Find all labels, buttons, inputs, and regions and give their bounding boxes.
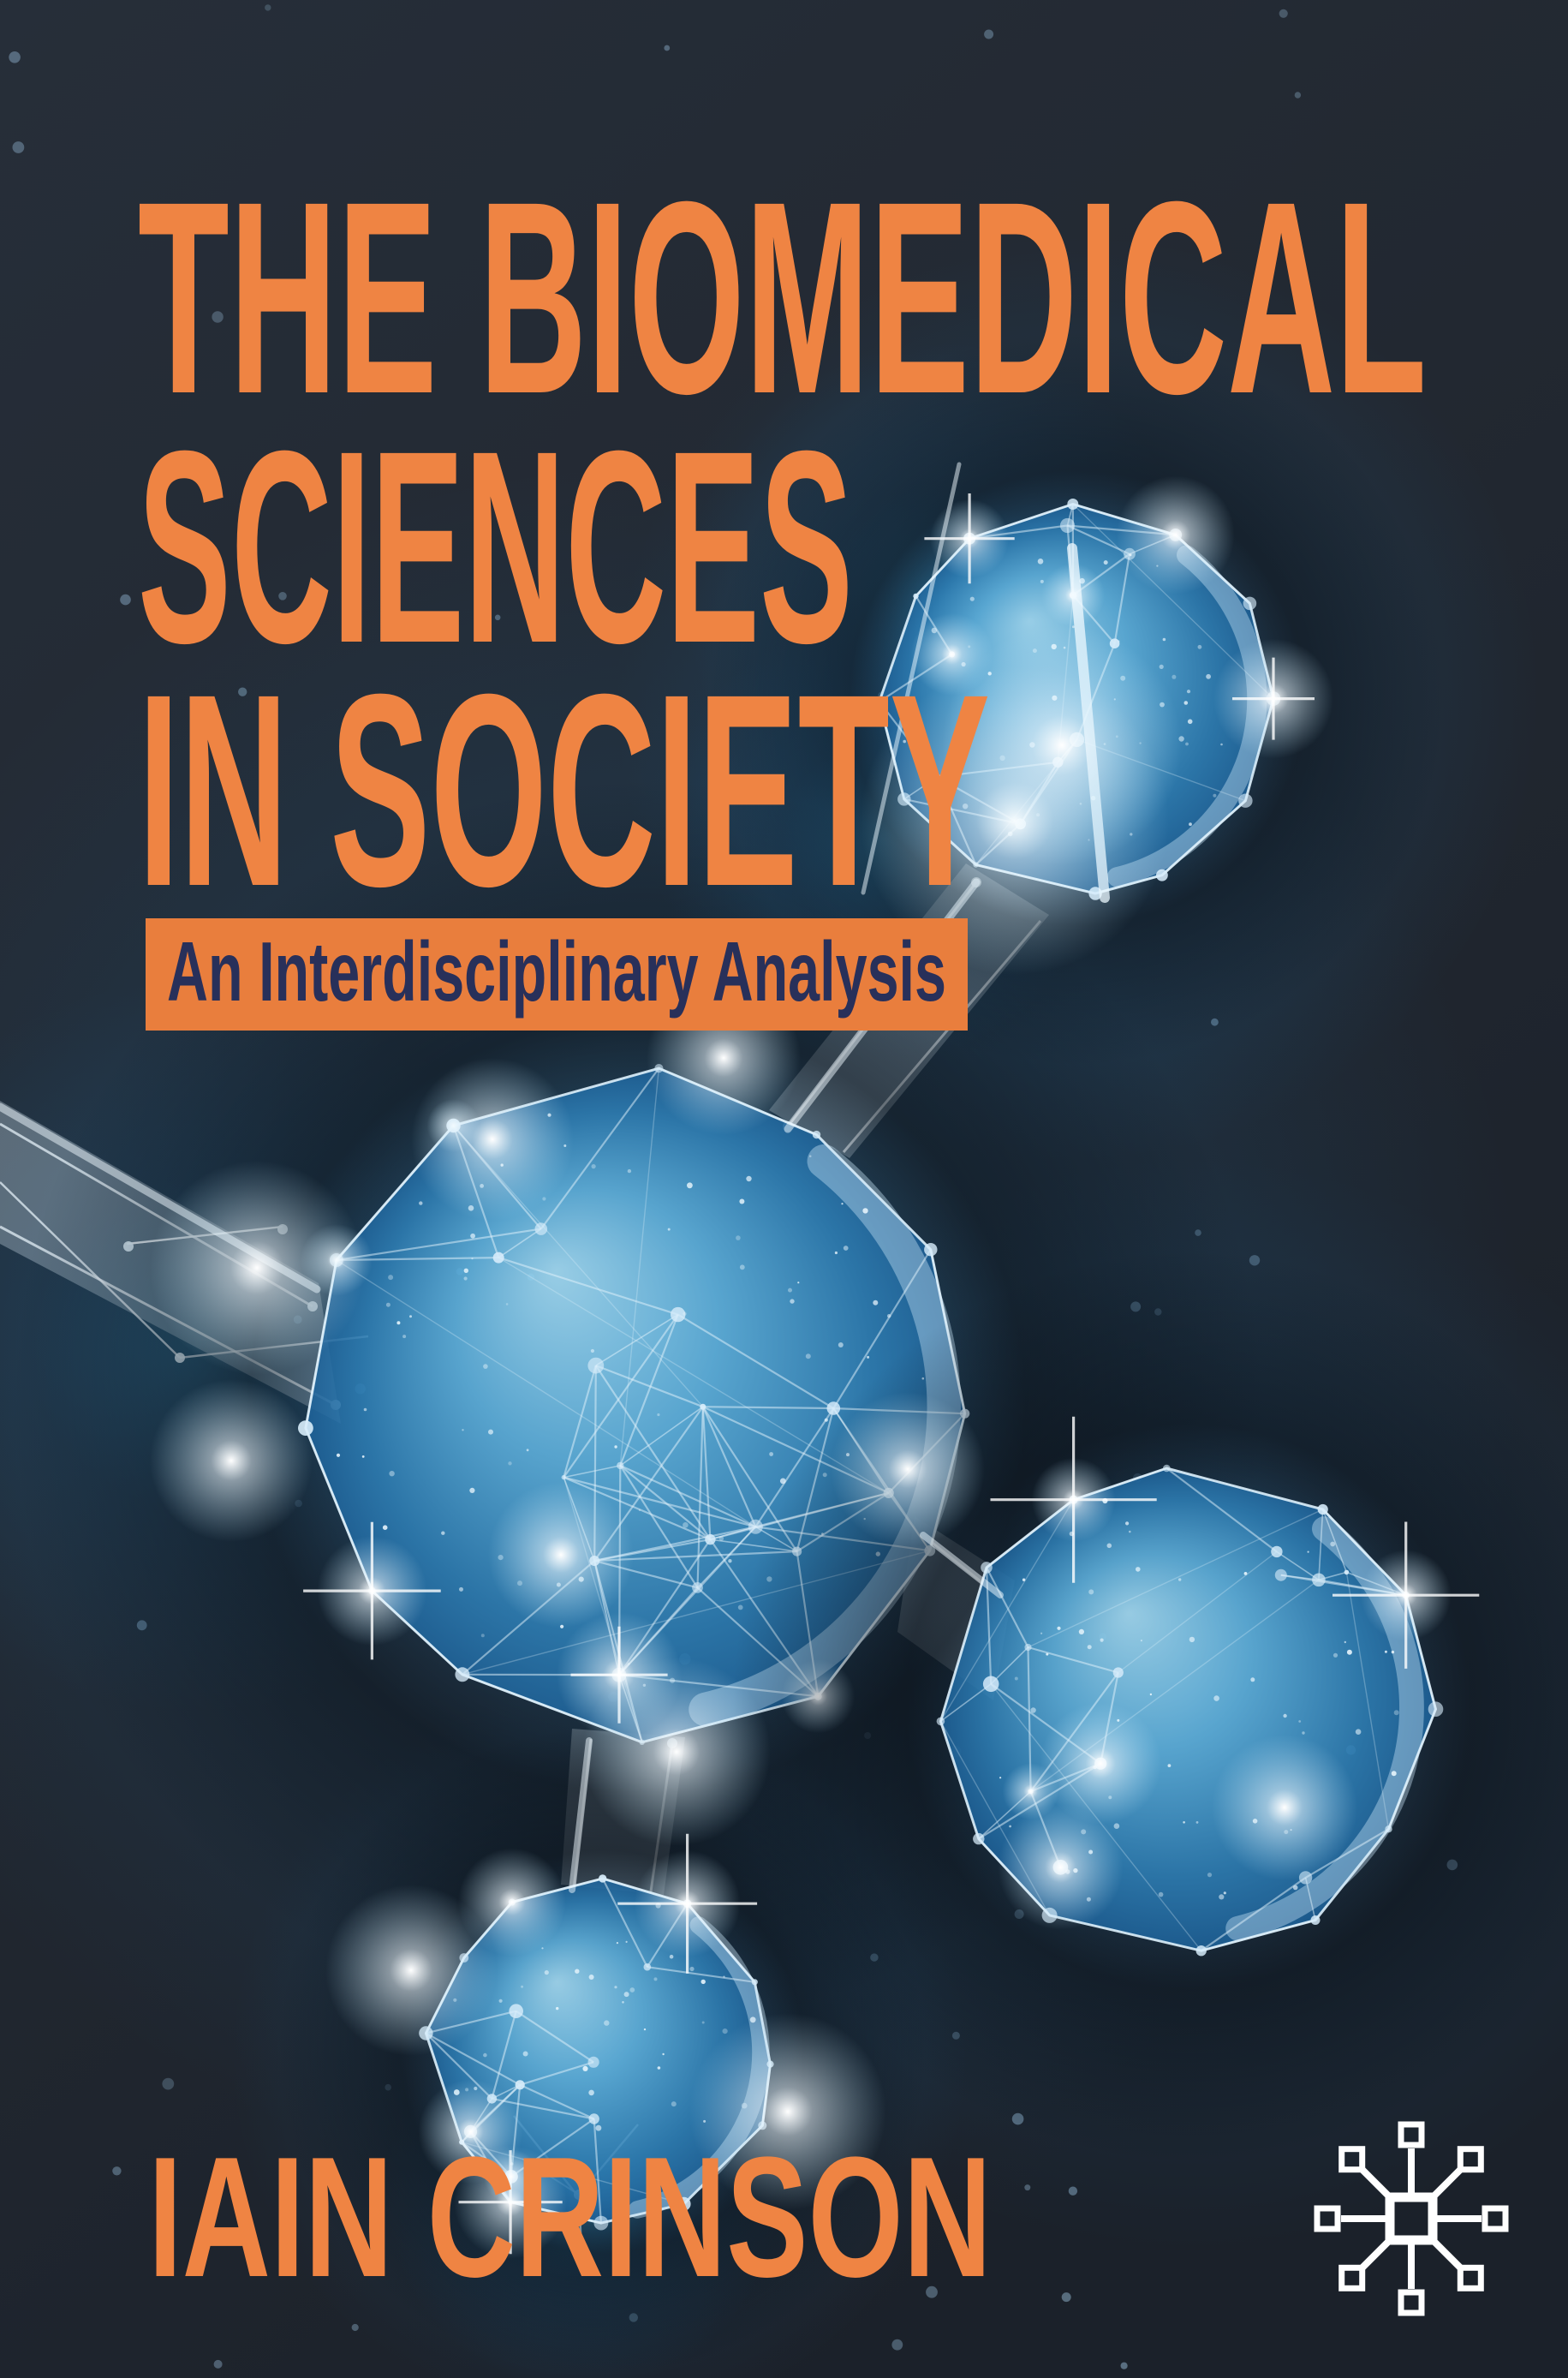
subtitle-box [146,918,968,1031]
title-block: THE BIOMEDICAL SCIENCES IN SOCIETY [138,144,1427,943]
title-line-2: SCIENCES [138,393,853,700]
publisher-logo-icon [1314,2121,1509,2316]
title-line-1: THE BIOMEDICAL [138,144,1427,451]
title-line-3: IN SOCIETY [138,636,990,943]
molecule-illustration [0,4,1568,2378]
subtitle-text: An Interdisciplinary Analysis [167,924,946,1019]
subtitle-banner: An Interdisciplinary Analysis [146,918,968,1031]
author-name: IAIN CRINSON [148,2122,992,2313]
